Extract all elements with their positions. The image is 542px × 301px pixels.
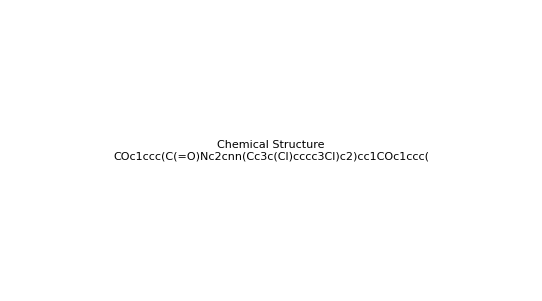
Text: Chemical Structure
COc1ccc(C(=O)Nc2cnn(Cc3c(Cl)cccc3Cl)c2)cc1COc1ccc(: Chemical Structure COc1ccc(C(=O)Nc2cnn(C… <box>113 140 429 161</box>
